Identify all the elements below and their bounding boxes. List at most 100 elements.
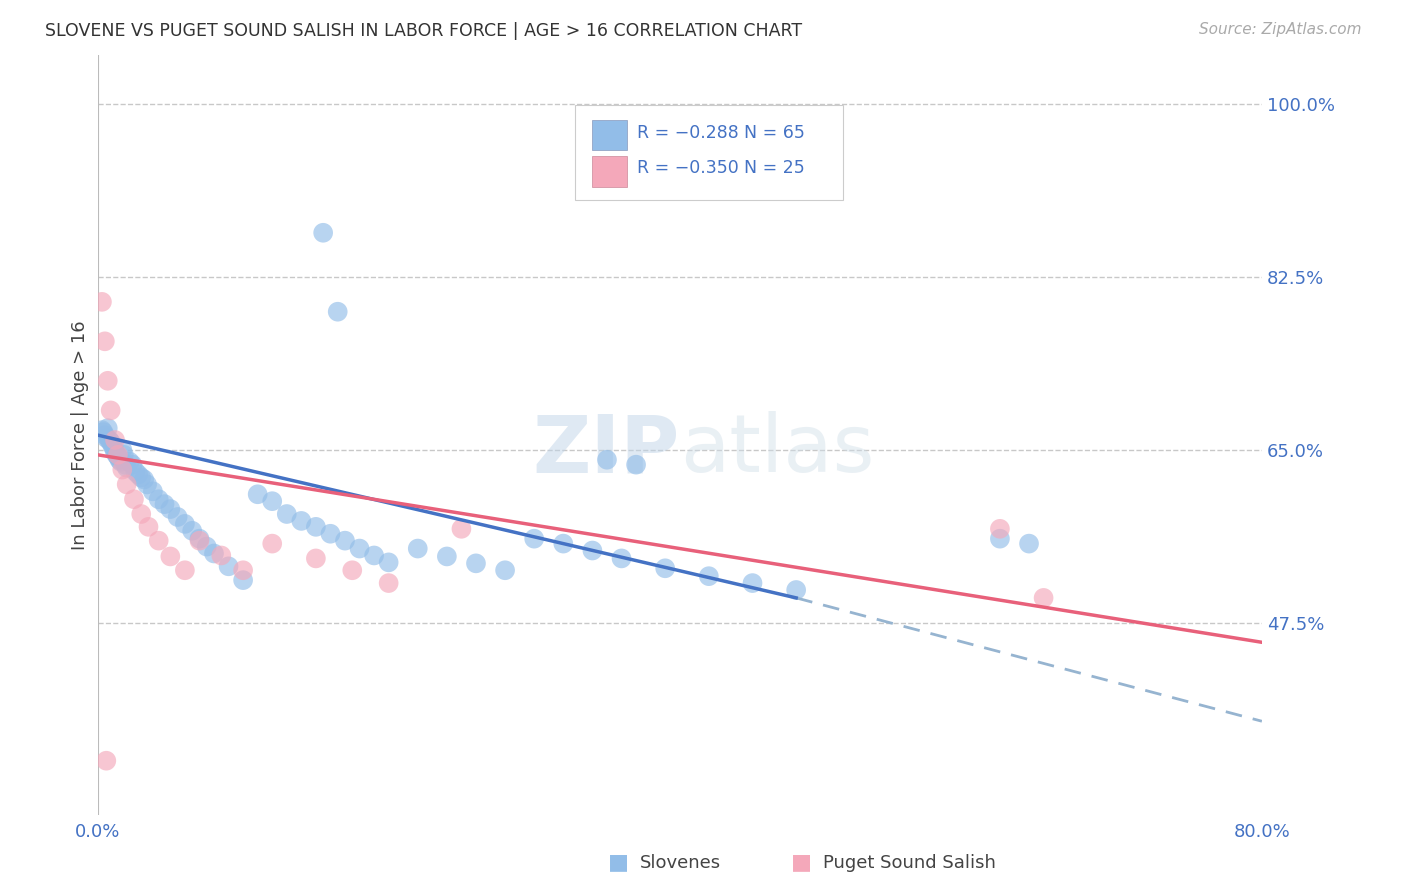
Text: Source: ZipAtlas.com: Source: ZipAtlas.com	[1198, 22, 1361, 37]
Point	[104, 445, 127, 459]
Point	[290, 514, 312, 528]
Point	[93, 425, 115, 439]
Point	[436, 549, 458, 564]
Point	[96, 754, 118, 768]
Point	[100, 403, 122, 417]
Point	[129, 507, 152, 521]
Text: ZIP: ZIP	[533, 411, 679, 489]
Point	[494, 563, 516, 577]
Point	[124, 465, 146, 479]
Point	[142, 484, 165, 499]
Point	[312, 226, 335, 240]
Point	[91, 294, 114, 309]
Bar	[592, 156, 627, 186]
Point	[104, 433, 127, 447]
Text: N = 25: N = 25	[744, 160, 804, 178]
Point	[377, 555, 399, 569]
Point	[349, 541, 371, 556]
Point	[174, 516, 197, 531]
Text: Puget Sound Salish: Puget Sound Salish	[823, 855, 995, 872]
Point	[319, 526, 342, 541]
Point	[610, 551, 633, 566]
Point	[523, 532, 546, 546]
Point	[112, 448, 135, 462]
Point	[988, 522, 1011, 536]
Point	[138, 520, 160, 534]
Text: R = −0.288: R = −0.288	[637, 123, 738, 142]
Point	[785, 582, 807, 597]
Point	[115, 460, 138, 475]
Point	[153, 497, 176, 511]
Point	[115, 477, 138, 491]
Point	[465, 557, 488, 571]
Point	[326, 304, 349, 318]
Point	[129, 470, 152, 484]
Point	[246, 487, 269, 501]
Point	[97, 374, 120, 388]
Text: R = −0.350: R = −0.350	[637, 160, 738, 178]
Point	[188, 532, 211, 546]
Y-axis label: In Labor Force | Age > 16: In Labor Force | Age > 16	[72, 320, 89, 549]
Point	[195, 540, 218, 554]
Point	[122, 492, 145, 507]
Point	[100, 434, 122, 449]
Point	[624, 458, 647, 472]
Point	[202, 546, 225, 560]
Text: SLOVENE VS PUGET SOUND SALISH IN LABOR FORCE | AGE > 16 CORRELATION CHART: SLOVENE VS PUGET SOUND SALISH IN LABOR F…	[45, 22, 801, 40]
Point	[988, 532, 1011, 546]
Text: Slovenes: Slovenes	[640, 855, 721, 872]
Point	[218, 559, 240, 574]
Point	[91, 423, 114, 437]
Point	[121, 458, 143, 472]
Point	[174, 563, 197, 577]
Point	[377, 576, 399, 591]
Point	[741, 576, 763, 591]
Point	[697, 569, 720, 583]
Text: ■: ■	[792, 853, 811, 872]
Point	[148, 492, 170, 507]
Point	[181, 524, 204, 538]
Point	[110, 455, 132, 469]
Point	[134, 473, 156, 487]
Point	[114, 458, 136, 472]
Point	[148, 533, 170, 548]
Point	[581, 543, 603, 558]
Point	[262, 536, 284, 550]
Point	[118, 455, 141, 469]
Point	[333, 533, 356, 548]
Point	[450, 522, 472, 536]
Point	[111, 462, 134, 476]
Text: atlas: atlas	[679, 411, 875, 489]
Point	[188, 533, 211, 548]
Point	[553, 536, 575, 550]
Point	[111, 442, 134, 457]
Point	[105, 448, 128, 462]
Bar	[592, 120, 627, 150]
Point	[107, 448, 129, 462]
Point	[232, 573, 254, 587]
Point	[209, 549, 232, 563]
Point	[262, 494, 284, 508]
Point	[159, 549, 181, 564]
Text: N = 65: N = 65	[744, 123, 804, 142]
Point	[276, 507, 298, 521]
Point	[97, 421, 120, 435]
FancyBboxPatch shape	[575, 104, 842, 200]
Point	[342, 563, 364, 577]
Text: ■: ■	[609, 853, 628, 872]
Point	[406, 541, 429, 556]
Point	[127, 467, 149, 482]
Point	[305, 520, 328, 534]
Point	[1032, 591, 1054, 605]
Point	[98, 433, 121, 447]
Point	[363, 549, 385, 563]
Point	[96, 431, 118, 445]
Point	[94, 334, 117, 349]
Point	[136, 477, 159, 491]
Point	[108, 452, 131, 467]
Point	[1018, 536, 1040, 550]
Point	[166, 510, 188, 524]
Point	[159, 502, 181, 516]
Point	[232, 563, 254, 577]
Point	[305, 551, 328, 566]
